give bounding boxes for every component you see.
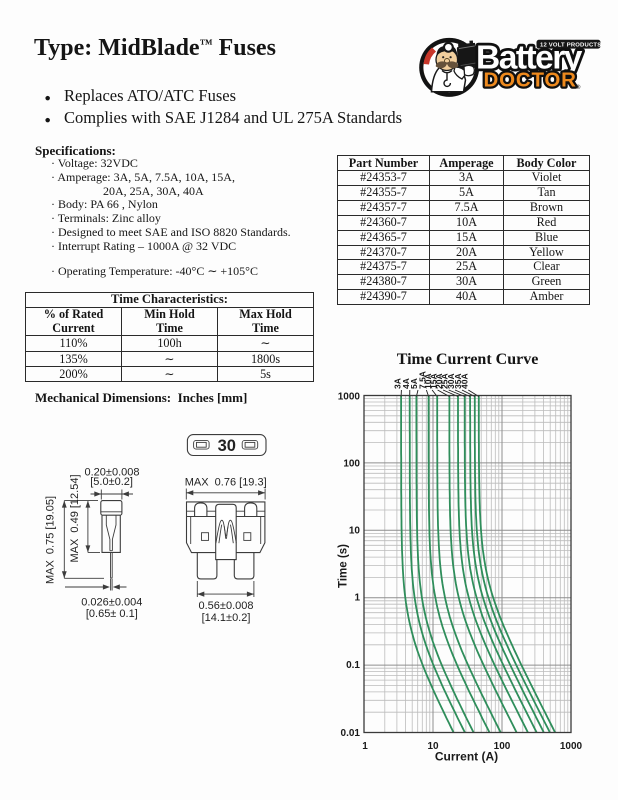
svg-text:10A: 10A — [423, 373, 433, 389]
svg-text:1000: 1000 — [338, 392, 361, 403]
svg-text:3A: 3A — [392, 378, 402, 389]
svg-text:[5.0±0.2]: [5.0±0.2] — [90, 476, 133, 488]
svg-text:MAX 0.75 [19.05]: MAX 0.75 [19.05] — [45, 496, 57, 584]
svg-text:®: ® — [576, 84, 581, 91]
svg-text:15A: 15A — [429, 373, 439, 389]
svg-text:0.01: 0.01 — [341, 728, 361, 739]
svg-text:4A: 4A — [401, 378, 411, 389]
svg-text:25A: 25A — [440, 373, 450, 389]
svg-text:5A: 5A — [409, 378, 419, 389]
svg-text:30: 30 — [218, 437, 236, 455]
svg-text:Battery: Battery — [476, 40, 583, 77]
svg-text:1000: 1000 — [560, 741, 583, 752]
svg-text:40A: 40A — [459, 373, 469, 389]
svg-text:Battery: Battery — [476, 40, 583, 77]
svg-text:[14.1±0.2]: [14.1±0.2] — [202, 612, 251, 624]
svg-text:100: 100 — [343, 459, 360, 470]
svg-text:1: 1 — [362, 741, 368, 752]
svg-text:12 VOLT PRODUCTS: 12 VOLT PRODUCTS — [540, 43, 601, 49]
svg-text:0.026±0.004: 0.026±0.004 — [81, 596, 142, 608]
svg-text:20A: 20A — [434, 373, 444, 389]
svg-text:0.1: 0.1 — [346, 660, 360, 671]
svg-text:0.20±0.008: 0.20±0.008 — [85, 466, 140, 478]
svg-text:30A: 30A — [446, 373, 456, 389]
svg-text:1: 1 — [354, 593, 360, 604]
svg-text:DOCTOR: DOCTOR — [484, 69, 577, 92]
svg-text:DOCTOR: DOCTOR — [484, 69, 577, 92]
svg-text:100: 100 — [494, 741, 511, 752]
svg-text:Time (s): Time (s) — [338, 544, 350, 588]
svg-text:35A: 35A — [453, 373, 463, 389]
svg-text:10: 10 — [427, 741, 439, 752]
svg-text:MAX 0.49 [12.54]: MAX 0.49 [12.54] — [69, 474, 81, 562]
svg-text:10: 10 — [349, 526, 361, 537]
svg-text:Current (A): Current (A) — [435, 750, 498, 764]
svg-text:0.56±0.008: 0.56±0.008 — [199, 600, 254, 612]
svg-text:[0.65± 0.1]: [0.65± 0.1] — [86, 608, 138, 620]
svg-text:7.5A: 7.5A — [417, 371, 427, 389]
svg-text:MAX 0.76 [19.3]: MAX 0.76 [19.3] — [185, 476, 267, 488]
